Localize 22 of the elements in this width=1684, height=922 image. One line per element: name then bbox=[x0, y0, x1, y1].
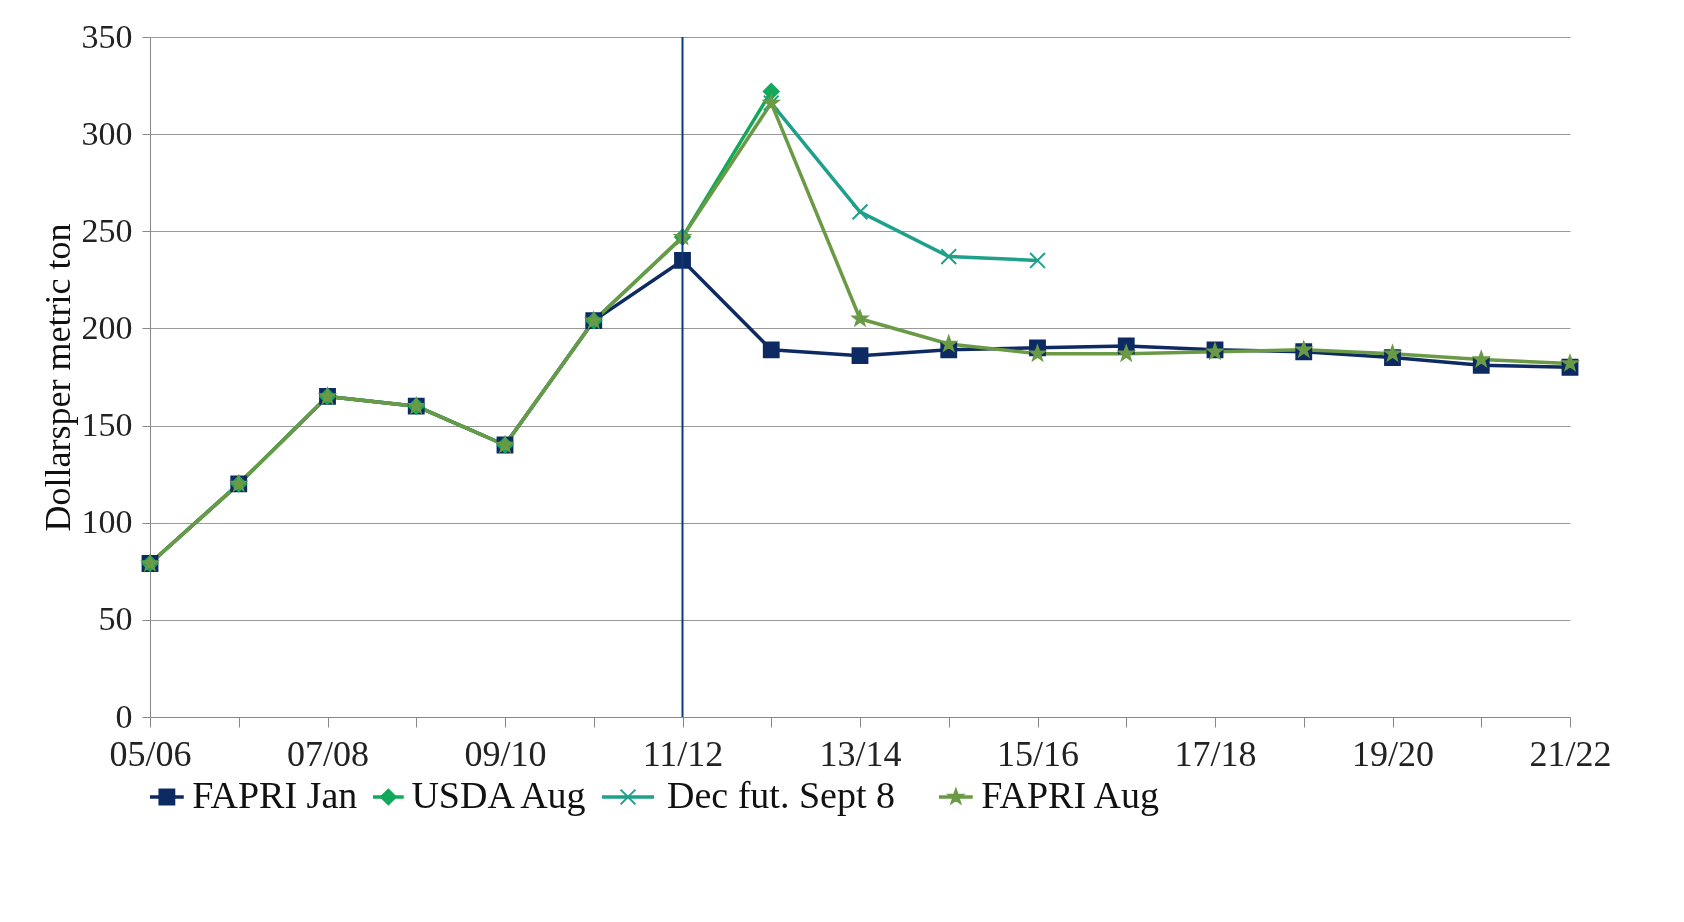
legend-label: USDA Aug bbox=[411, 774, 586, 816]
legend-label: Dec fut. Sept 8 bbox=[667, 774, 895, 816]
y-tick-label: 300 bbox=[81, 114, 133, 152]
x-tick-label: 19/20 bbox=[1351, 733, 1435, 774]
legend-label: FAPRI Jan bbox=[192, 774, 358, 816]
y-tick-label: 350 bbox=[81, 17, 133, 55]
x-tick-label: 17/18 bbox=[1174, 733, 1257, 774]
legend-label: FAPRI Aug bbox=[981, 774, 1159, 816]
y-tick-label: 50 bbox=[98, 600, 133, 638]
x-tick-label: 21/22 bbox=[1529, 733, 1612, 774]
x-tick-label: 13/14 bbox=[819, 733, 902, 774]
y-axis-title: Dollarsper metric ton bbox=[37, 223, 78, 532]
x-tick-label: 09/10 bbox=[464, 733, 547, 774]
y-tick-label: 150 bbox=[81, 406, 133, 444]
x-tick-label: 15/16 bbox=[996, 733, 1080, 774]
x-tick-label: 07/08 bbox=[286, 733, 370, 774]
x-tick-label: 11/12 bbox=[642, 733, 724, 774]
y-tick-label: 100 bbox=[81, 503, 133, 541]
y-tick-label: 0 bbox=[115, 697, 133, 735]
y-tick-label: 200 bbox=[81, 308, 133, 346]
x-tick-label: 05/06 bbox=[109, 733, 192, 774]
y-tick-label: 250 bbox=[81, 211, 133, 249]
